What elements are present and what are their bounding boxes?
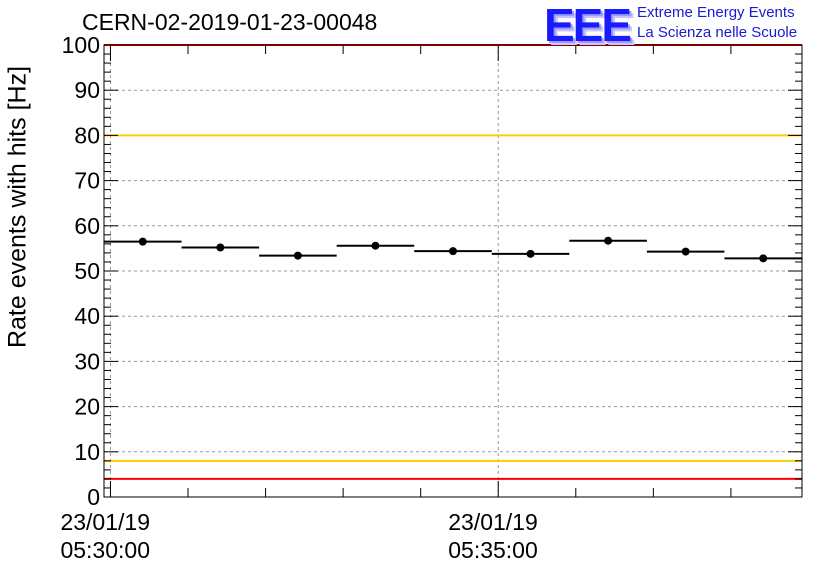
y-tick-label: 0 — [87, 484, 100, 510]
logo-line-1: Extreme Energy Events — [637, 4, 795, 21]
y-tick-label: 70 — [74, 168, 100, 194]
x-tick-time: 05:35:00 — [448, 537, 538, 563]
y-tick-label: 80 — [74, 122, 100, 148]
data-point — [681, 247, 690, 256]
data-point — [759, 254, 768, 263]
data-point — [138, 237, 147, 246]
y-tick-label: 100 — [62, 32, 100, 58]
x-tick-time: 05:30:00 — [60, 537, 150, 563]
y-tick-label: 40 — [74, 303, 100, 329]
logo-line-2: La Scienza nelle Scuole — [637, 24, 798, 41]
data-point — [526, 249, 535, 258]
data-point — [371, 241, 380, 250]
x-tick-date: 23/01/19 — [60, 509, 150, 535]
y-tick-label: 60 — [74, 213, 100, 239]
y-tick-label: 20 — [74, 394, 100, 420]
x-tick-date: 23/01/19 — [448, 509, 538, 535]
x-tick-label: 23/01/19 05:35:00 — [448, 508, 538, 564]
chart-title: CERN-02-2019-01-23-00048 — [82, 9, 378, 35]
data-point — [604, 236, 613, 245]
x-tick-label: 23/01/19 05:30:00 — [60, 508, 150, 564]
y-tick-label: 10 — [74, 439, 100, 465]
data-point — [449, 247, 457, 256]
y-tick-label: 50 — [74, 258, 100, 284]
data-point — [216, 243, 225, 252]
y-tick-label: 30 — [74, 348, 100, 374]
data-point — [293, 251, 302, 260]
y-tick-label: 90 — [74, 77, 100, 103]
logo-mark: EEE — [544, 0, 632, 51]
y-axis-label: Rate events with hits [Hz] — [3, 65, 32, 349]
